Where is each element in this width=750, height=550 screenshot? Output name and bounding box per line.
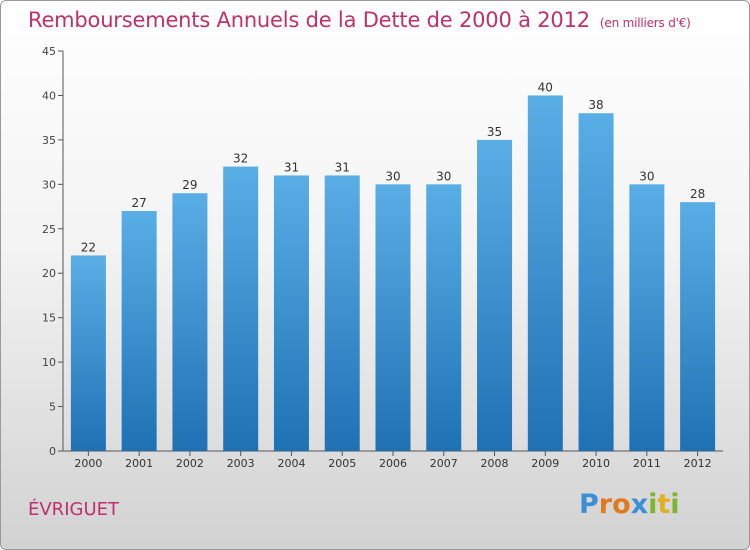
bar-2009 xyxy=(527,95,563,451)
logo-letter: i xyxy=(648,489,658,520)
logo-letter: P xyxy=(579,489,599,520)
data-label-2009: 40 xyxy=(538,80,553,94)
data-label-2000: 22 xyxy=(81,240,96,254)
y-tick-label: 45 xyxy=(42,45,56,58)
proxiti-logo: Proxiti xyxy=(579,489,680,520)
place-name: ÉVRIGUET xyxy=(28,499,119,520)
y-tick-label: 25 xyxy=(42,223,56,236)
x-tick-label: 2001 xyxy=(125,457,153,470)
bar-2006 xyxy=(375,184,411,452)
data-label-2002: 29 xyxy=(182,178,197,192)
logo-letter: o xyxy=(612,489,631,520)
y-tick-label: 40 xyxy=(42,89,56,102)
data-label-2007: 30 xyxy=(436,169,451,183)
data-label-2010: 38 xyxy=(588,98,603,112)
x-tick-label: 2007 xyxy=(430,457,458,470)
chart-title-text: Remboursements Annuels de la Dette de 20… xyxy=(28,8,590,32)
x-tick-label: 2008 xyxy=(481,457,509,470)
data-label-2012: 28 xyxy=(690,187,705,201)
bar-2003 xyxy=(223,166,259,452)
y-tick-label: 30 xyxy=(42,178,56,191)
bar-2008 xyxy=(477,139,513,451)
bar-2002 xyxy=(172,193,208,451)
data-label-2001: 27 xyxy=(132,196,147,210)
x-tick-label: 2009 xyxy=(531,457,559,470)
data-label-2004: 31 xyxy=(284,160,299,174)
bar-2012 xyxy=(680,202,716,451)
data-labels: 22 27 29 32 31 31 30 30 35 40 38 30 28 xyxy=(81,80,706,254)
data-label-2011: 30 xyxy=(639,169,654,183)
x-tick-label: 2002 xyxy=(176,457,204,470)
data-label-2006: 30 xyxy=(385,169,400,183)
y-tick-label: 20 xyxy=(42,267,56,280)
y-tick-label: 5 xyxy=(49,401,56,414)
unit-label: (en milliers d'€) xyxy=(599,16,691,30)
y-tick-label: 35 xyxy=(42,134,56,147)
x-tick-label: 2006 xyxy=(379,457,407,470)
y-tick-label: 0 xyxy=(49,445,56,458)
chart-title: Remboursements Annuels de la Dette de 20… xyxy=(28,8,691,32)
y-tick-label: 10 xyxy=(42,356,56,369)
x-tick-label: 2004 xyxy=(277,457,305,470)
x-axis: 2000 2001 2002 2003 2004 2005 2006 2007 2008 2009… xyxy=(63,450,723,470)
x-tick-label: 2010 xyxy=(582,457,610,470)
x-tick-label: 2011 xyxy=(633,457,661,470)
bar-2005 xyxy=(324,175,360,451)
data-label-2008: 35 xyxy=(487,125,502,139)
bar-2011 xyxy=(629,184,665,452)
data-label-2005: 31 xyxy=(335,160,350,174)
bar-2001 xyxy=(121,211,157,451)
logo-letter: i xyxy=(670,489,680,520)
y-tick-label: 15 xyxy=(42,312,56,325)
logo-letter: x xyxy=(630,489,649,520)
x-tick-label: 2003 xyxy=(227,457,255,470)
logo-letter: t xyxy=(657,489,671,520)
x-tick-label: 2000 xyxy=(74,457,102,470)
bar-2000 xyxy=(70,255,106,451)
y-axis: 0 5 10 15 20 25 30 35 40 45 xyxy=(42,45,64,458)
bar-2007 xyxy=(426,184,462,452)
bars xyxy=(70,95,716,452)
logo-letter: r xyxy=(598,489,613,520)
bar-2010 xyxy=(578,113,614,451)
x-tick-label: 2012 xyxy=(684,457,712,470)
x-tick-label: 2005 xyxy=(328,457,356,470)
data-label-2003: 32 xyxy=(233,152,248,166)
bar-2004 xyxy=(273,175,309,451)
